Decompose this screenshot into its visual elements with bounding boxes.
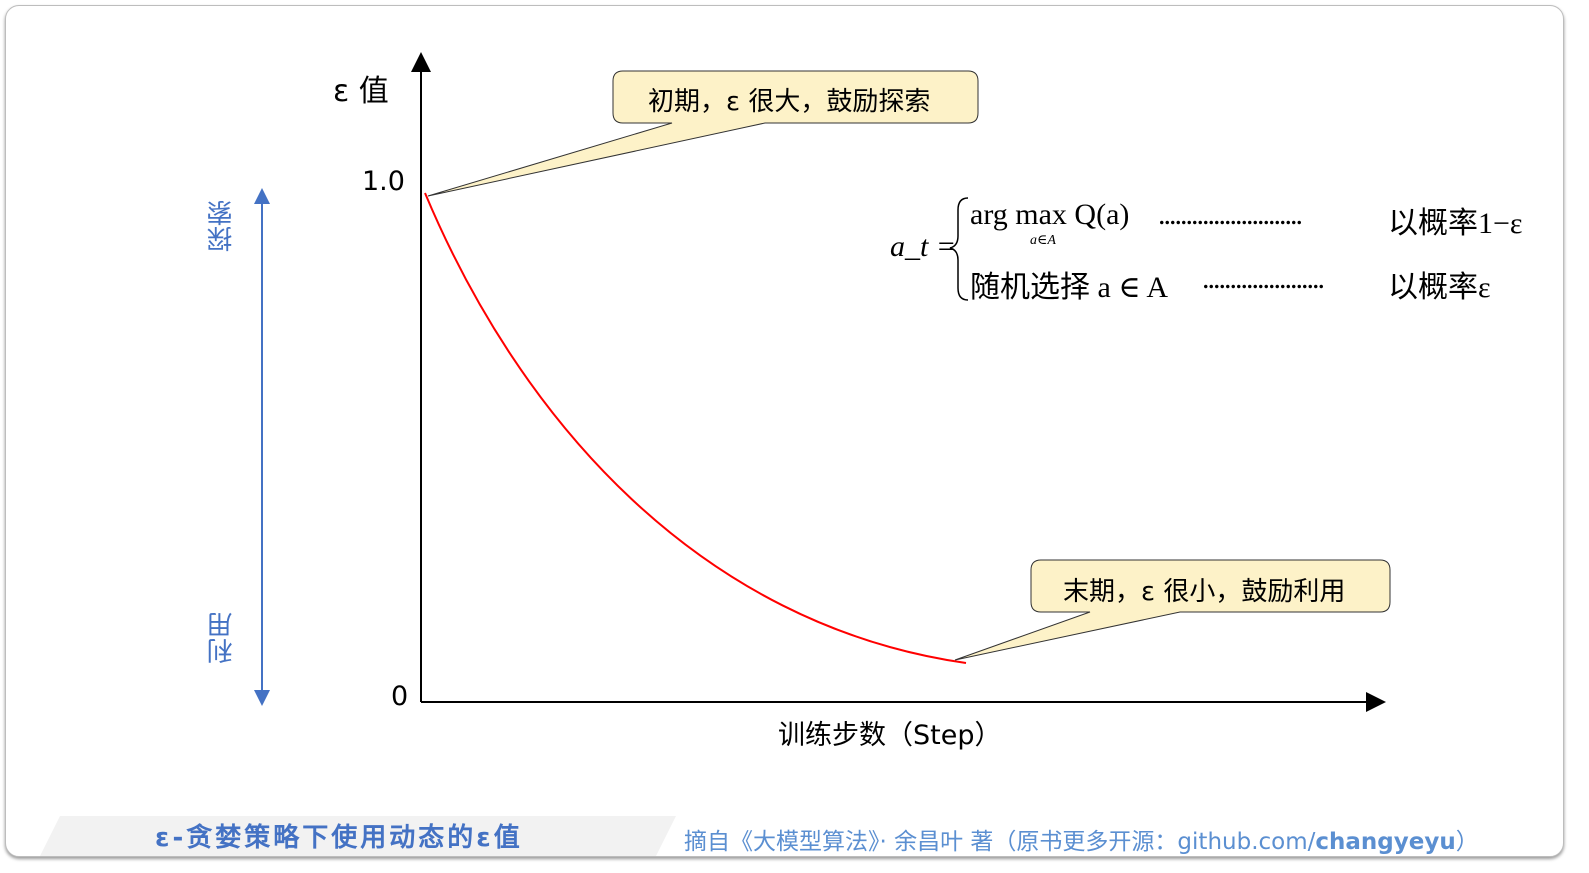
- callout-start-shape: [427, 70, 979, 197]
- source-note: 摘自《大模型算法》· 余昌叶 著（原书更多开源：github.com/chang…: [684, 822, 1479, 856]
- exploit-label: 利用: [207, 612, 237, 664]
- y-tick-1: 1.0: [362, 166, 405, 197]
- formula-row1-prob: 以概率1−ε: [1388, 207, 1523, 240]
- epsilon-decay-curve: [424, 192, 967, 664]
- x-axis-label: 训练步数（Step）: [778, 720, 1002, 751]
- caption-background: [40, 816, 676, 856]
- formula-row2-expr: 随机选择 a ∈ A: [970, 271, 1169, 304]
- source-author-handle: changyeyu: [1315, 829, 1456, 855]
- figure-caption: ε-贪婪策略下使用动态的ε值: [155, 823, 523, 853]
- figure-frame: [5, 5, 1564, 857]
- y-tick-0: 0: [391, 681, 409, 712]
- formula-row1-sub: a∈A: [1030, 233, 1056, 248]
- formula-row2-dots: ......................: [1202, 262, 1325, 295]
- formula-row1-expr: arg max Q(a): [970, 198, 1130, 231]
- callout-end-shape: [954, 559, 1391, 661]
- formula-lhs: a_t =: [890, 230, 957, 263]
- callout-end-text: 末期，ε 很小，鼓励利用: [1063, 577, 1346, 607]
- y-axis-label: ε 值: [333, 74, 389, 109]
- formula-row1-dots: ..........................: [1158, 198, 1303, 231]
- explore-label: 探索: [207, 200, 237, 252]
- formula-brace: [949, 197, 969, 301]
- callout-start-text: 初期，ε 很大，鼓励探索: [648, 87, 931, 117]
- source-prefix: 摘自《大模型算法》· 余昌叶 著（原书更多开源：github.com/: [684, 829, 1316, 855]
- formula-row2-prob: 以概率ε: [1388, 271, 1491, 304]
- source-suffix: ）: [1455, 829, 1479, 855]
